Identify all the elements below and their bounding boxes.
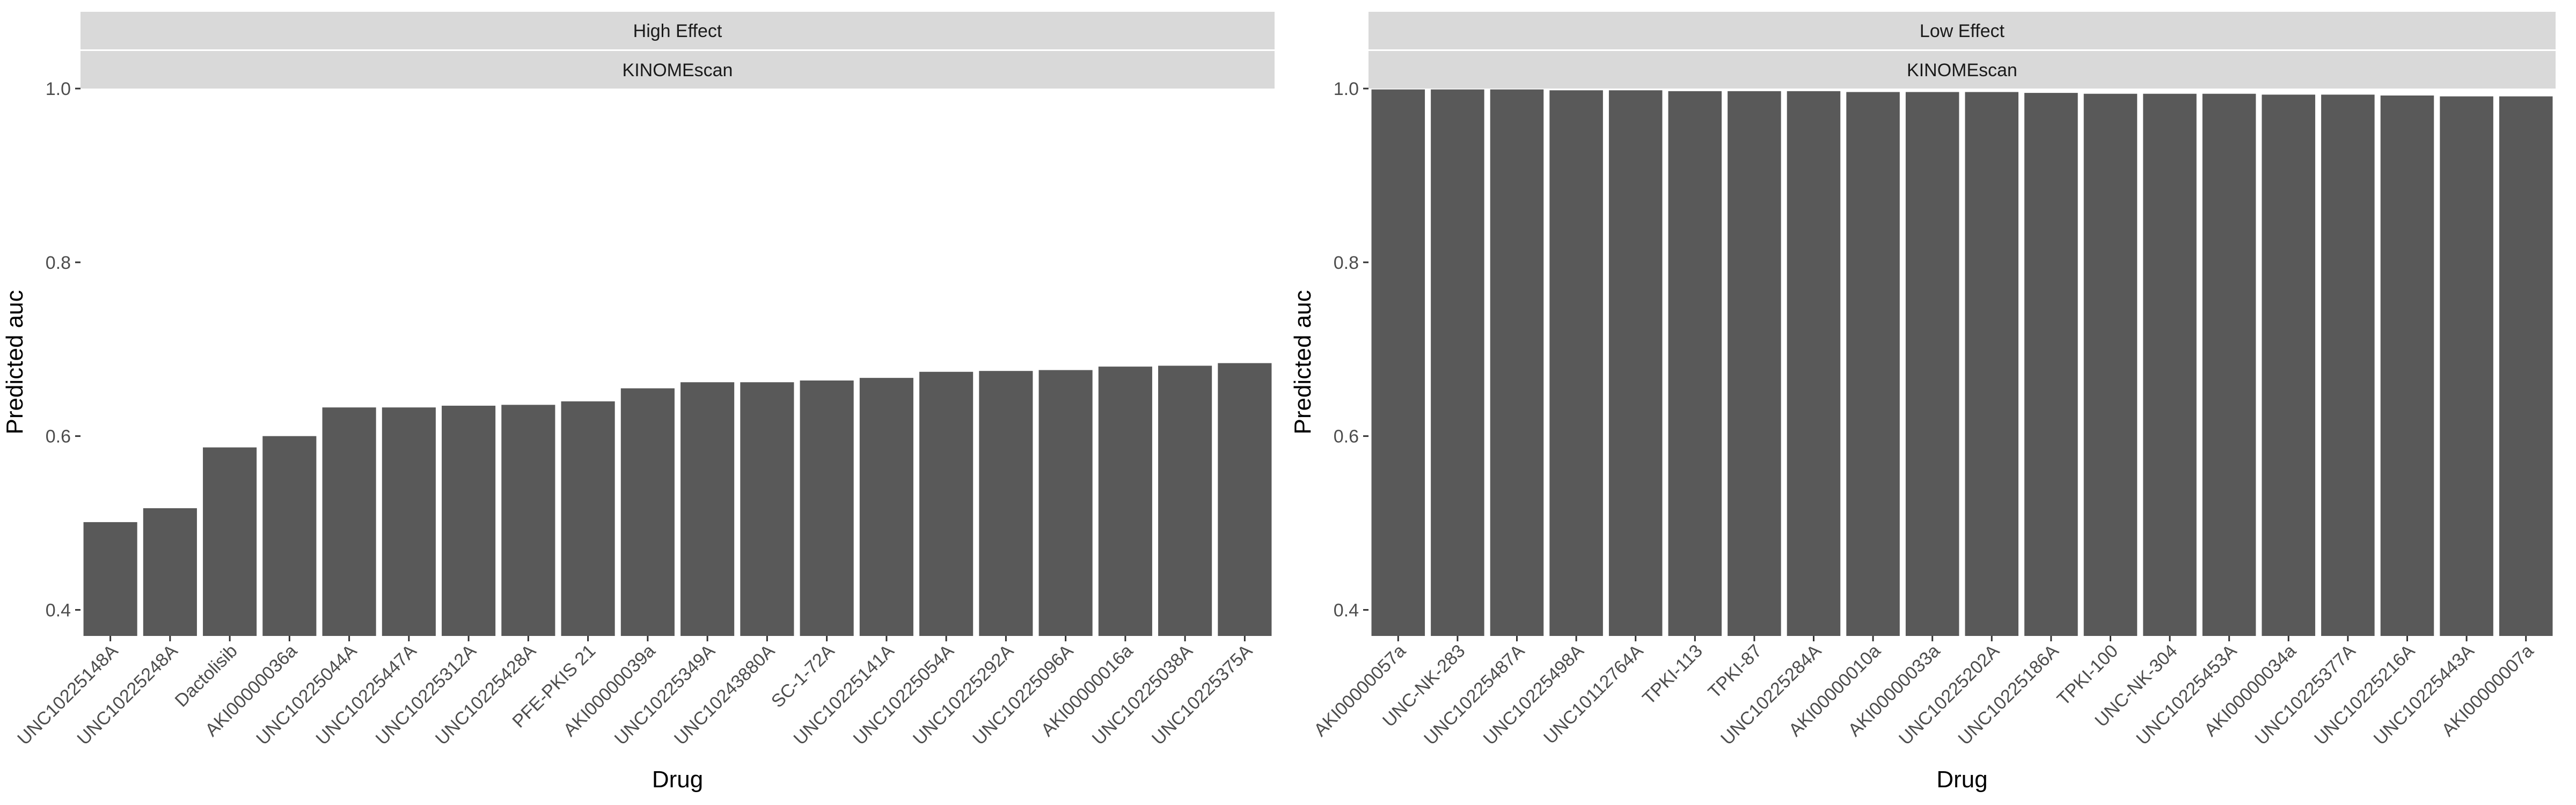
facet-label-assay: KINOMEscan — [623, 60, 733, 80]
x-tick-label: UNC10225443A — [2370, 641, 2478, 749]
x-tick-label: UNC10225377A — [2251, 641, 2360, 749]
bar-UNC10225216A — [2380, 95, 2434, 636]
x-tick-label: UNC10225375A — [1148, 641, 1256, 749]
y-tick-label: 1.0 — [46, 79, 71, 99]
bar-UNC10225349A — [680, 382, 735, 636]
x-tick-label: UNC10225141A — [790, 641, 898, 749]
x-tick-label: TPKI-87 — [1704, 641, 1766, 702]
facet-strip-effect — [80, 12, 1275, 49]
bar-UNC10225054A — [919, 371, 974, 636]
x-tick-label: UNC10112764A — [1540, 641, 1647, 748]
y-tick-label: 1.0 — [1334, 79, 1359, 99]
x-tick-label: UNC10225038A — [1088, 641, 1197, 749]
x-tick-label: UNC10225248A — [74, 641, 182, 749]
bar-TPKI-87 — [1728, 91, 1781, 636]
bar-UNC10112764A — [1608, 90, 1663, 636]
bar-UNC-NK-283 — [1431, 89, 1484, 636]
facet-label-assay: KINOMEscan — [1907, 60, 2017, 80]
bar-UNC10225148A — [83, 522, 137, 636]
bar-UNC10225443A — [2440, 96, 2493, 636]
y-tick-label: 0.6 — [46, 427, 71, 447]
bar-UNC10225038A — [1158, 365, 1212, 636]
x-tick-label: UNC10225498A — [1480, 641, 1588, 749]
y-tick-label: 0.6 — [1334, 427, 1359, 447]
bar-SC-1-72A — [800, 380, 854, 636]
bar-Dactolisib — [203, 447, 257, 636]
x-tick-label: UNC10225284A — [1717, 641, 1825, 749]
bar-UNC10225377A — [2321, 94, 2375, 636]
bar-UNC10225096A — [1038, 370, 1093, 636]
x-tick-label: UNC10225487A — [1420, 641, 1528, 749]
bar-UNC10225487A — [1490, 89, 1544, 636]
bar-TPKI-113 — [1668, 91, 1722, 636]
bar-UNC10225453A — [2202, 93, 2256, 636]
bar-AKI00000034a — [2262, 94, 2316, 636]
x-tick-label: UNC10225447A — [312, 641, 421, 749]
y-tick-label: 0.4 — [1334, 600, 1359, 620]
bar-TPKI-100 — [2083, 93, 2138, 636]
x-tick-label: UNC10225349A — [611, 641, 719, 749]
panel-2: Low EffectKINOMEscan0.40.60.81.0AKI00000… — [1290, 12, 2556, 793]
bar-UNC10225284A — [1787, 91, 1841, 636]
x-tick-label: UNC10243880A — [670, 641, 779, 749]
panel-1: High Effect KINOMEscan 0.4 0.6 0.8 1.0 UNC1022… — [2, 12, 1275, 793]
bar-AKI00000010a — [1846, 92, 1900, 636]
bar-UNC10225186A — [2024, 93, 2078, 636]
bar-UNC10225498A — [1549, 90, 1603, 636]
bar-AKI00000007a — [2499, 96, 2553, 636]
bar-UNC10225312A — [442, 405, 496, 636]
facet-strip-assay — [1368, 51, 2556, 89]
bar-UNC10243880A — [740, 382, 794, 636]
x-tick-label: UNC10225428A — [431, 641, 540, 749]
bar-UNC10225292A — [979, 371, 1033, 636]
facet-label-effect: High Effect — [633, 21, 722, 41]
bar-AKI00000016a — [1098, 367, 1152, 636]
y-tick-label: 0.8 — [1334, 253, 1359, 273]
x-axis-title: Drug — [1936, 766, 1987, 793]
x-tick-label: UNC10225216A — [2310, 641, 2419, 749]
x-tick-label: UNC10225292A — [909, 641, 1018, 749]
x-tick-label: UNC10225453A — [2132, 641, 2241, 749]
x-tick-label: TPKI-113 — [1638, 641, 1707, 709]
bar-UNC10225141A — [859, 378, 913, 636]
x-tick-label: UNC10225186A — [1955, 641, 2063, 749]
x-tick-label: UNC10225044A — [252, 641, 361, 749]
bar-AKI00000039a — [620, 388, 675, 636]
bar-PFE-PKIS 21 — [561, 401, 615, 636]
bar-AKI00000033a — [1905, 92, 1959, 636]
bar-UNC10225248A — [143, 508, 197, 636]
facet-label-effect: Low Effect — [1920, 21, 2005, 41]
x-tick-label: UNC10225148A — [13, 641, 122, 749]
facet-strip-assay — [80, 51, 1275, 89]
bar-UNC10225447A — [382, 407, 436, 636]
bar-AKI00000036a — [262, 436, 317, 636]
x-axis-title: Drug — [652, 766, 703, 793]
x-tick-label: UNC10225096A — [969, 641, 1077, 749]
facet-strip-effect — [1368, 12, 2556, 49]
y-axis-title: Predicted auc — [2, 290, 28, 434]
bar-AKI00000057a — [1371, 89, 1425, 636]
bar-UNC10225428A — [501, 405, 555, 636]
bar-UNC10225375A — [1218, 363, 1272, 636]
x-tick-label: UNC10225202A — [1895, 641, 2003, 749]
bar-UNC-NK-304 — [2143, 93, 2197, 636]
y-tick-label: 0.4 — [46, 600, 71, 620]
bar-UNC10225202A — [1965, 92, 2019, 636]
y-axis-title: Predicted auc — [1290, 290, 1316, 434]
x-tick-label: UNC10225312A — [372, 641, 480, 749]
x-tick-label: UNC10225054A — [850, 641, 958, 749]
bar-UNC10225044A — [322, 407, 376, 636]
y-tick-label: 0.8 — [46, 253, 71, 273]
